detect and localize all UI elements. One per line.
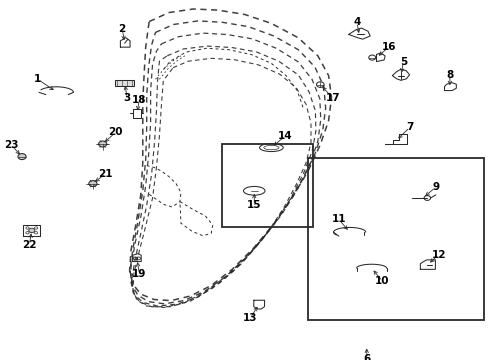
Text: 16: 16 <box>381 42 396 52</box>
Circle shape <box>99 141 106 147</box>
Text: 7: 7 <box>405 122 413 132</box>
Text: 8: 8 <box>446 69 452 80</box>
Text: 20: 20 <box>108 127 122 138</box>
Bar <box>115 80 134 86</box>
Circle shape <box>29 228 35 233</box>
Text: 4: 4 <box>352 17 360 27</box>
Circle shape <box>89 181 97 186</box>
Text: 17: 17 <box>325 93 340 103</box>
Text: 18: 18 <box>132 95 146 105</box>
Text: 3: 3 <box>123 93 130 103</box>
Text: 22: 22 <box>22 240 37 250</box>
Text: 5: 5 <box>399 57 406 67</box>
Text: 23: 23 <box>4 140 19 150</box>
Circle shape <box>18 154 26 159</box>
Text: 10: 10 <box>374 276 389 286</box>
Text: 1: 1 <box>34 74 41 84</box>
Text: 13: 13 <box>243 313 257 323</box>
Text: 2: 2 <box>119 24 125 34</box>
Bar <box>307 158 483 320</box>
Text: 14: 14 <box>277 131 292 141</box>
Bar <box>222 144 312 227</box>
Text: 21: 21 <box>98 168 113 179</box>
Text: 11: 11 <box>331 214 346 224</box>
Text: 6: 6 <box>363 354 369 360</box>
Text: 9: 9 <box>431 182 438 192</box>
Text: 12: 12 <box>430 249 445 260</box>
Text: 19: 19 <box>132 269 146 279</box>
Text: 15: 15 <box>246 200 261 210</box>
